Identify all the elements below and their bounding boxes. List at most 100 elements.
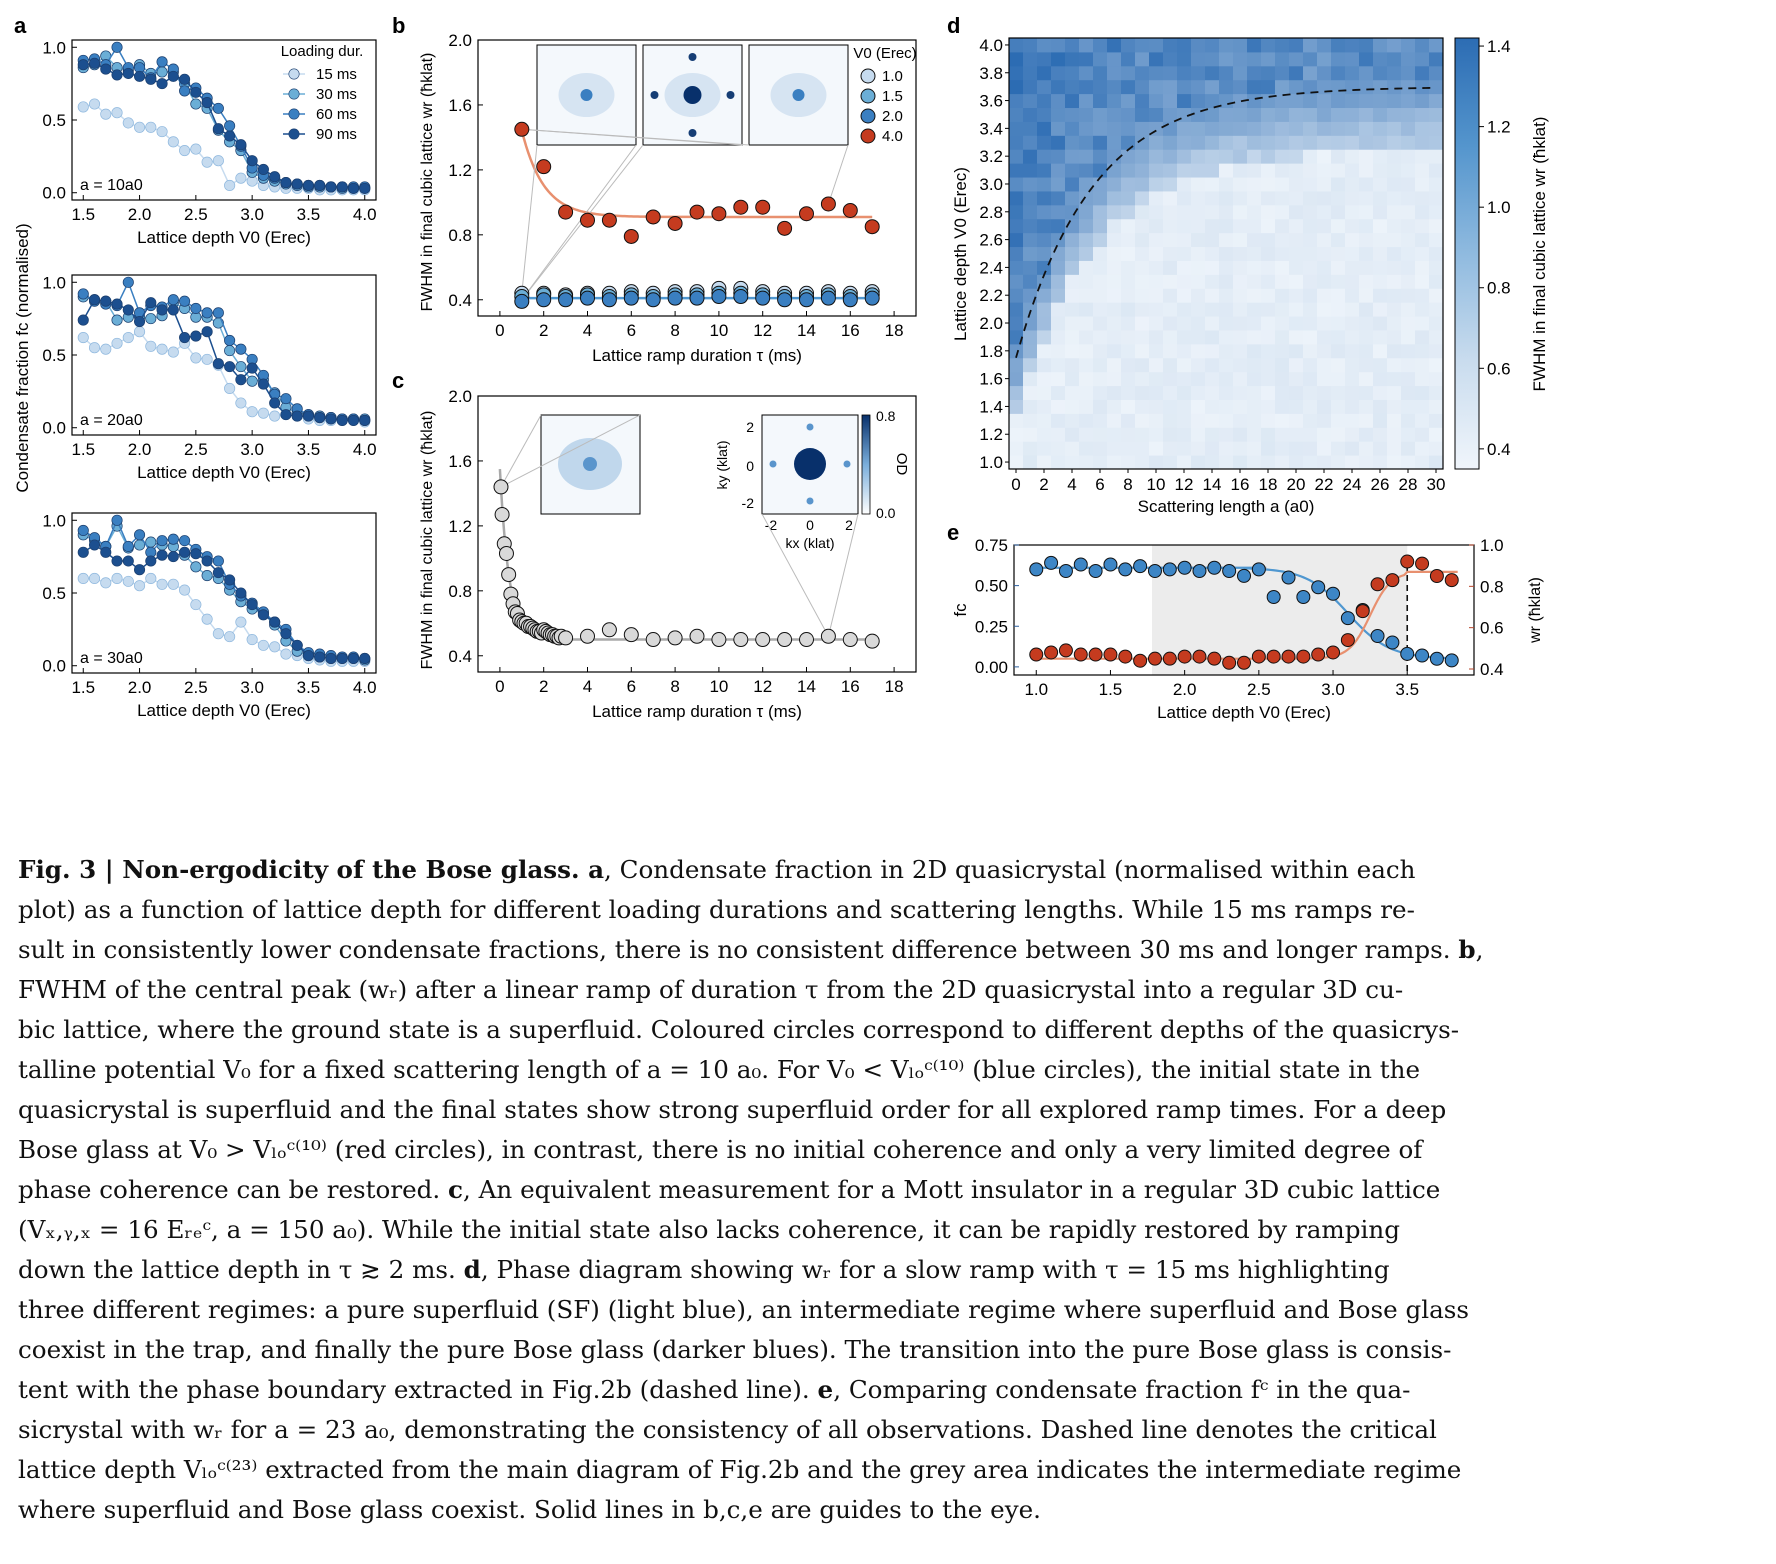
data-point [88,98,101,110]
heatmap-cell [1149,316,1164,331]
heatmap-cell [1065,441,1080,456]
heatmap-cell [1303,455,1318,470]
heatmap-cell [1121,413,1136,428]
heatmap-cell [1289,357,1304,373]
heatmap-cell [1051,218,1066,234]
heatmap-cell [1247,232,1262,248]
heatmap-cell [1009,413,1024,428]
y-tick-label: 1.2 [448,517,472,536]
heatmap-cell [1121,288,1136,303]
bragg-peak [650,91,659,99]
heatmap-cell [1275,79,1290,95]
heatmap-cell [1051,135,1066,150]
data-point [777,292,793,308]
data-point [122,575,134,587]
data-point [77,546,89,558]
heatmap-cell [1373,65,1388,81]
heatmap-cell [1051,204,1066,220]
heatmap-cell [1303,316,1318,331]
heatmap-cell [1373,441,1388,456]
heatmap-cell [1205,65,1220,81]
heatmap-cell [1331,51,1346,67]
heatmap-cell [1163,302,1178,317]
caption-line: phase coherence can be restored. c, An e… [18,1170,1758,1210]
heatmap-cell [1373,288,1388,303]
data-point [755,290,771,306]
y-tick-label: 1.6 [448,96,472,115]
x-tick-label: 2 [539,321,548,340]
heatmap-cell [1093,385,1108,400]
heatmap-cell [1023,177,1038,192]
heatmap-cell [1163,385,1178,400]
heatmap-cell [1317,121,1332,136]
heatmap-cell [1023,302,1038,317]
heatmap-cell [1331,135,1346,150]
heatmap-cell [1415,274,1430,289]
heatmap-cell [1191,135,1206,150]
heatmap-cell [1429,260,1444,275]
heatmap-cell [1317,371,1332,387]
heatmap-cell [1037,204,1052,220]
heatmap-cell [1051,107,1066,122]
central-peak [794,448,826,480]
heatmap-cell [1079,371,1094,387]
heatmap-cell [1009,204,1024,220]
heatmap-cell [1177,455,1192,470]
heatmap-cell [1023,343,1038,359]
heatmap-cell [1345,218,1360,234]
heatmap-cell [1415,427,1430,442]
caption-line: Bose glass at V₀ > Vₗₒᶜ⁽¹⁰⁾ (red circles… [18,1130,1758,1170]
data-point [190,330,202,342]
heatmap-cell [1079,79,1094,95]
heatmap-cell [1289,288,1304,303]
heatmap-cell [1135,329,1150,345]
heatmap-cell [1177,204,1192,220]
heatmap-cell [1205,385,1220,400]
y-tick-label: 2.0 [448,387,472,406]
heatmap-cell [1373,413,1388,428]
heatmap-cell [1065,316,1080,331]
data-point [134,121,146,133]
heatmap-cell [1079,274,1094,289]
data-point-fc [1044,555,1059,570]
data-point [536,159,552,175]
heatmap-cell [1247,79,1262,95]
heatmap-cell [1401,302,1416,317]
data-point [100,295,112,307]
heatmap-cell [1415,288,1430,303]
heatmap-cell [1387,427,1402,442]
heatmap-cell [1191,260,1206,275]
heatmap-cell [1149,149,1164,164]
heatmap-cell [1331,260,1346,275]
heatmap-cell [1317,288,1332,303]
heatmap-cell [1373,135,1388,150]
heatmap-cell [1359,218,1374,234]
heatmap-cell [1009,93,1024,109]
heatmap-cell [1233,343,1248,359]
heatmap-cell [1233,246,1248,261]
heatmap-cell [1387,455,1402,470]
heatmap-cell [1149,329,1164,345]
heatmap-cell [1191,427,1206,442]
data-point [156,343,168,355]
data-point [359,652,371,665]
heatmap-cell [1093,413,1108,428]
heatmap-cell [1317,343,1332,359]
heatmap-cell [1401,385,1416,400]
data-point [122,276,134,288]
heatmap-cell [1149,246,1164,261]
x-tick-label: 4.0 [353,205,377,224]
heatmap-cell [1261,343,1276,359]
data-point [314,411,326,424]
heatmap-cell [1093,288,1108,303]
heatmap-cell [1359,427,1374,442]
heatmap-cell [1009,135,1024,150]
colorbar-tick-label: 1.2 [1487,118,1511,137]
heatmap-cell [1135,135,1150,150]
heatmap-cell [1331,121,1346,136]
heatmap-cell [1107,38,1122,53]
x-tick-label: 8 [1123,475,1132,494]
heatmap-cell [1317,427,1332,442]
caption-line: three different regimes: a pure superflu… [18,1290,1758,1330]
data-point [77,314,89,326]
